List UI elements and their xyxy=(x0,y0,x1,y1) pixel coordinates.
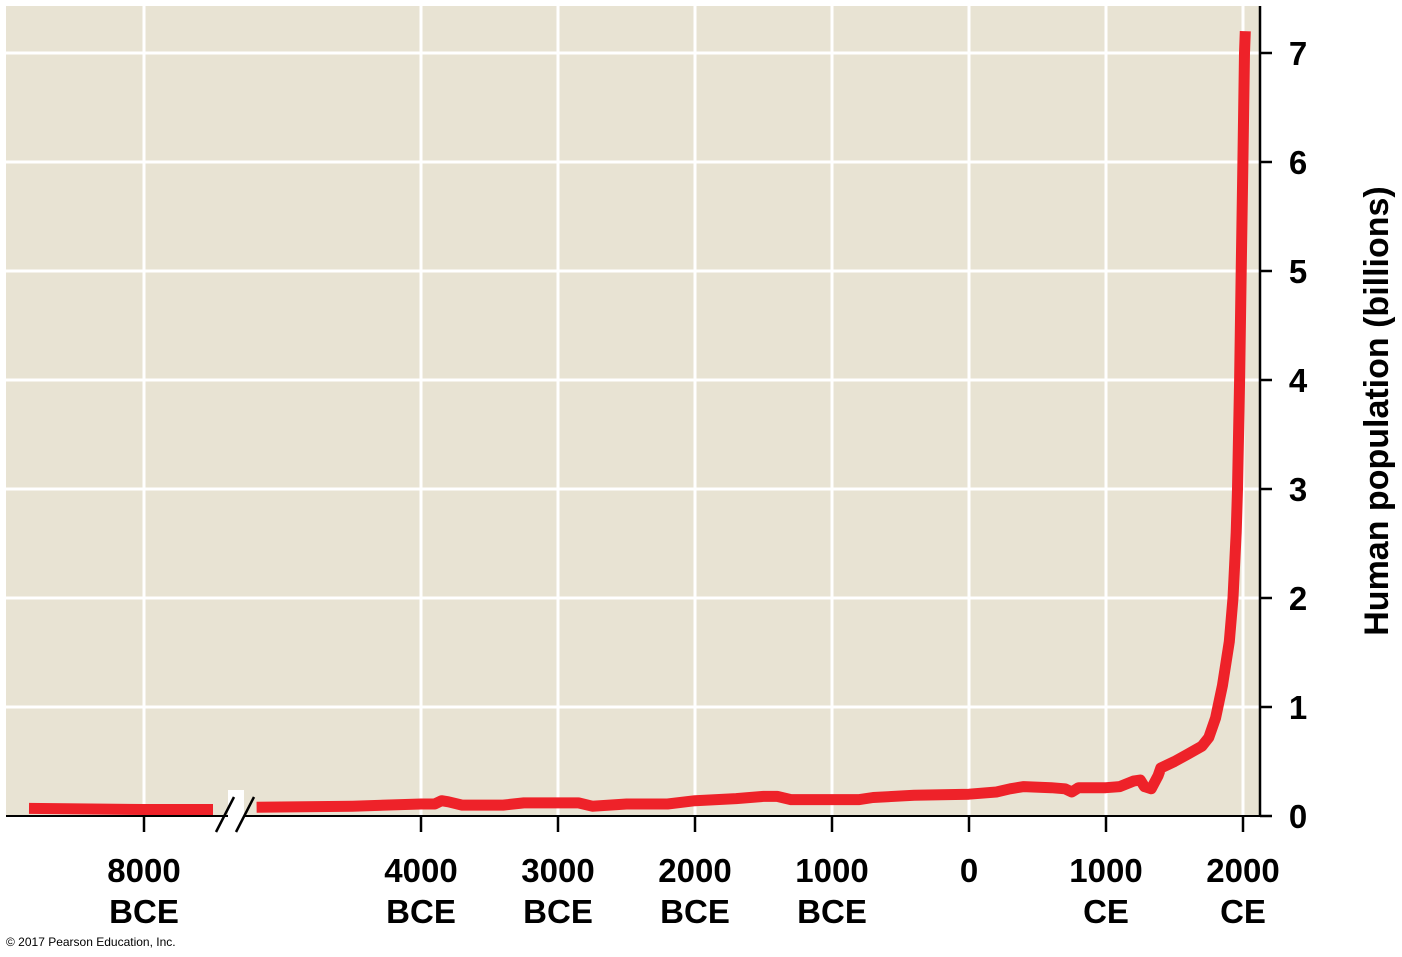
x-tick-label: 8000 xyxy=(107,852,180,889)
gridlines xyxy=(6,6,1260,816)
y-axis-label: Human population (billions) xyxy=(1358,186,1396,636)
x-axis: 8000 BCE 4000 BCE 3000 BCE 2000 BCE 1000 BCE 0 1000… xyxy=(107,816,1280,930)
y-tick-label: 3 xyxy=(1289,471,1307,508)
x-tick-label: 3000 xyxy=(521,852,594,889)
y-tick-label: 0 xyxy=(1289,798,1307,835)
x-tick-label: 2000 xyxy=(658,852,731,889)
x-tick-era-label: CE xyxy=(1083,893,1129,930)
y-tick-label: 5 xyxy=(1289,253,1307,290)
x-tick-era-label: BCE xyxy=(109,893,179,930)
y-tick-label: 4 xyxy=(1289,362,1308,399)
axis-break-mark xyxy=(214,790,256,840)
population-line xyxy=(28,30,1251,815)
x-tick-era-label: BCE xyxy=(523,893,593,930)
x-tick-era-label: BCE xyxy=(660,893,730,930)
x-tick-label: 4000 xyxy=(384,852,457,889)
y-tick-label: 2 xyxy=(1289,580,1307,617)
copyright-credit: © 2017 Pearson Education, Inc. xyxy=(6,935,176,949)
x-tick-era-label: BCE xyxy=(797,893,867,930)
plot-background xyxy=(6,6,1260,816)
axis-break-slash xyxy=(214,796,236,833)
axis-break-gap xyxy=(228,790,244,840)
y-axis: 0 1 2 3 4 5 6 7 xyxy=(1258,6,1308,835)
x-tick-era-label: CE xyxy=(1220,893,1266,930)
y-tick-label: 6 xyxy=(1289,144,1307,181)
x-tick-label: 0 xyxy=(960,852,978,889)
y-tick-label: 7 xyxy=(1289,35,1307,72)
y-tick-label: 1 xyxy=(1289,689,1307,726)
x-tick-label: 1000 xyxy=(795,852,868,889)
axis-break-slash xyxy=(234,796,256,833)
x-tick-label: 1000 xyxy=(1069,852,1142,889)
x-tick-era-label: BCE xyxy=(386,893,456,930)
x-tick-label: 2000 xyxy=(1206,852,1279,889)
